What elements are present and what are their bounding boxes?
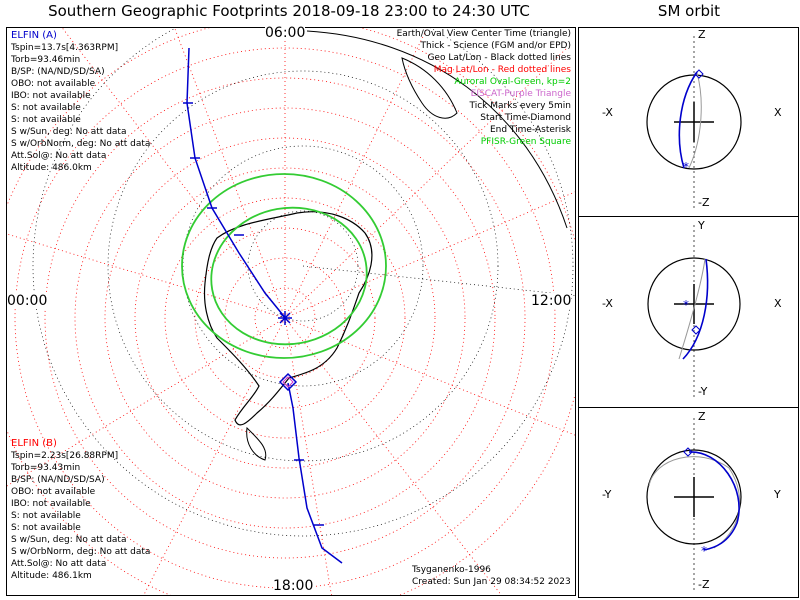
legend-entry: Earth/Oval View Center Time (triangle) xyxy=(396,29,571,39)
sm-xz-canvas: * xyxy=(646,36,742,208)
legend-entry: Mag Lat/Lon - Red dotted lines xyxy=(433,65,571,75)
elfin-b-line: OBO: not available xyxy=(11,487,96,497)
elfin-b-track xyxy=(287,382,343,564)
elfin-a-line: S w/OrbNorm, deg: No att data xyxy=(11,139,151,149)
page-title: Southern Geographic Footprints 2018-09-1… xyxy=(48,2,530,20)
sm-xy-label-top: Y xyxy=(698,219,705,232)
earth-limb xyxy=(306,30,568,229)
hour-label-right: 12:00 xyxy=(531,293,572,309)
legend-entry: EISCAT-Purple Triangle xyxy=(470,89,571,99)
elfin-b-line: S: not available xyxy=(11,511,81,521)
svg-text:*: * xyxy=(683,298,689,312)
sm-xz-label-top: Z xyxy=(698,28,706,41)
legend-entry: Geo Lat/Lon - Black dotted lines xyxy=(427,53,571,63)
mag-grid xyxy=(7,28,575,595)
elfin-a-line: IBO: not available xyxy=(11,91,91,101)
svg-text:*: * xyxy=(683,160,689,174)
svg-text:*: * xyxy=(701,544,707,558)
elfin-a-line: S: not available xyxy=(11,115,81,125)
sm-yz-label-right: Y xyxy=(774,488,781,501)
elfin-a-line: Altitude: 486.0km xyxy=(11,163,92,173)
elfin-b-line: Torb=93.43min xyxy=(11,463,81,473)
sm-yz-label-left: -Y xyxy=(602,488,612,501)
sm-yz-label-top: Z xyxy=(698,410,706,423)
elfin-b-line: S: not available xyxy=(11,523,81,533)
sm-xz-label-bottom: -Z xyxy=(698,196,710,209)
sm-yz-label-bottom: -Z xyxy=(698,578,710,591)
elfin-b-line: S w/Sun, deg: No att data xyxy=(11,535,127,545)
map-canvas xyxy=(7,28,575,595)
sm-xz-label-left: -X xyxy=(602,106,613,119)
elfin-a-line: S w/Sun, deg: No att data xyxy=(11,127,127,137)
hour-label-bottom: 18:00 xyxy=(273,578,314,594)
legend-entry: Start Time-Diamond xyxy=(480,113,571,123)
model-credit: Tsyganenko-1996 xyxy=(412,565,491,575)
elfin-a-line: B/SP: (NA/ND/SD/SA) xyxy=(11,67,105,77)
legend-entry: Thick - Science (FGM and/or EPD) xyxy=(420,41,571,51)
elfin-b-line: Tspin=2.23s[26.88RPM] xyxy=(11,451,119,461)
hour-label-left: 00:00 xyxy=(7,293,48,309)
elfin-a-name: ELFIN (A) xyxy=(11,30,57,41)
coastline-south xyxy=(246,426,267,461)
elfin-b-name: ELFIN (B) xyxy=(11,438,57,449)
sm-xy-label-left: -X xyxy=(602,297,613,310)
elfin-a-info: ELFIN (A) Tspin=13.7s[4.363RPM] Torb=93.… xyxy=(11,30,150,174)
elfin-a-end-asterisk xyxy=(278,311,292,325)
sm-xy-canvas: * xyxy=(647,225,741,399)
elfin-b-line: S w/OrbNorm, deg: No att data xyxy=(11,547,151,557)
sm-yz-canvas: * xyxy=(646,418,742,590)
legend-entry: Auroral Oval-Green, kp=2 xyxy=(454,77,571,87)
elfin-b-line: B/SP: (NA/ND/SD/SA) xyxy=(11,475,105,485)
elfin-b-ticks xyxy=(294,459,324,526)
sm-xz-label-right: X xyxy=(774,106,782,119)
elfin-a-ticks xyxy=(183,102,244,236)
elfin-b-info: ELFIN (B) Tspin=2.23s[26.88RPM] Torb=93.… xyxy=(11,438,150,582)
antarctica-coast xyxy=(203,211,373,426)
sm-panel-xy: * Y -Y -X X xyxy=(578,216,799,408)
sm-panel-yz: * Z -Z -Y Y xyxy=(578,407,799,598)
elfin-b-line: Altitude: 486.1km xyxy=(11,571,92,581)
elfin-b-start-diamond xyxy=(278,372,298,392)
sm-xy-label-bottom: -Y xyxy=(698,385,708,398)
created-timestamp: Created: Sun Jan 29 08:34:52 2023 xyxy=(412,577,571,587)
elfin-a-line: Att.Sol@: No att data xyxy=(11,151,107,161)
elfin-b-line: IBO: not available xyxy=(11,499,91,509)
elfin-a-line: Tspin=13.7s[4.363RPM] xyxy=(11,43,119,53)
elfin-a-line: Torb=93.46min xyxy=(11,55,81,65)
auroral-oval xyxy=(181,173,387,359)
elfin-a-line: S: not available xyxy=(11,103,81,113)
credits: Tsyganenko-1996 Created: Sun Jan 29 08:3… xyxy=(412,564,571,588)
legend: Earth/Oval View Center Time (triangle) Th… xyxy=(397,28,571,148)
legend-entry: End Time-Asterisk xyxy=(489,125,571,135)
legend-entry: Tick Marks every 5min xyxy=(469,101,571,111)
sm-orbit-title: SM orbit xyxy=(657,2,721,20)
coastline-east xyxy=(401,57,458,119)
elfin-a-line: OBO: not available xyxy=(11,79,96,89)
sm-xy-label-right: X xyxy=(774,297,782,310)
sm-panel-xz: * Z -Z -X X xyxy=(578,27,799,217)
footprint-map: 06:00 00:00 12:00 18:00 ELFIN (A) Tspin=… xyxy=(6,25,576,596)
legend-entry: PFISR-Green Square xyxy=(480,137,571,147)
hour-label-top: 06:00 xyxy=(265,25,306,41)
elfin-b-line: Att.Sol@: No att data xyxy=(11,559,107,569)
eiscat-triangle-marker xyxy=(282,376,294,388)
